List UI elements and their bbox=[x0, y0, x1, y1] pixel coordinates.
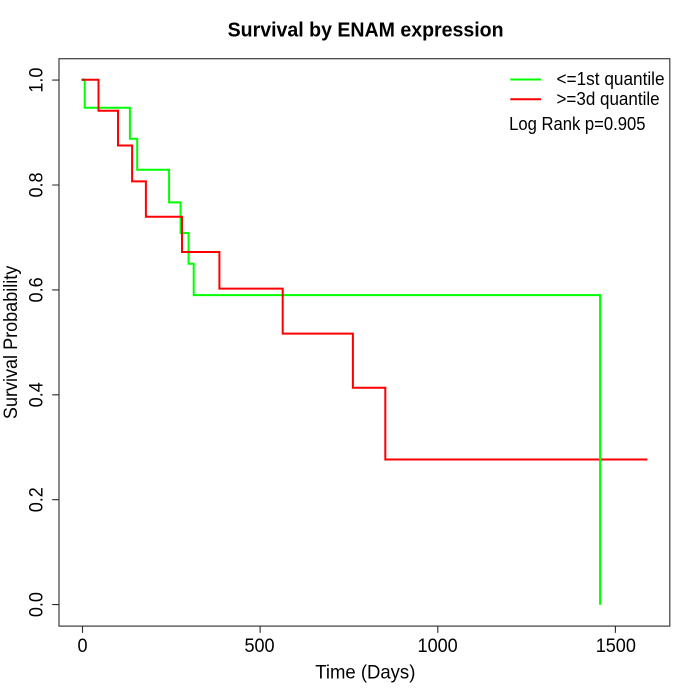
svg-text:500: 500 bbox=[244, 635, 274, 657]
svg-text:>=3d quantile: >=3d quantile bbox=[557, 88, 660, 109]
svg-text:0.0: 0.0 bbox=[25, 592, 47, 617]
svg-text:0.4: 0.4 bbox=[25, 382, 47, 407]
svg-text:0.6: 0.6 bbox=[25, 277, 47, 302]
svg-text:1.0: 1.0 bbox=[25, 68, 47, 93]
svg-text:0.8: 0.8 bbox=[25, 172, 47, 197]
svg-text:0: 0 bbox=[77, 635, 87, 657]
svg-text:Log Rank p=0.905: Log Rank p=0.905 bbox=[509, 113, 646, 134]
svg-text:1000: 1000 bbox=[418, 635, 458, 657]
svg-text:Survival Probability: Survival Probability bbox=[0, 265, 21, 419]
svg-text:0.2: 0.2 bbox=[25, 487, 47, 512]
svg-text:Survival by ENAM expression: Survival by ENAM expression bbox=[228, 19, 504, 41]
svg-text:Time (Days): Time (Days) bbox=[315, 661, 415, 682]
svg-text:1500: 1500 bbox=[596, 635, 636, 657]
svg-text:<=1st quantile: <=1st quantile bbox=[557, 69, 665, 90]
